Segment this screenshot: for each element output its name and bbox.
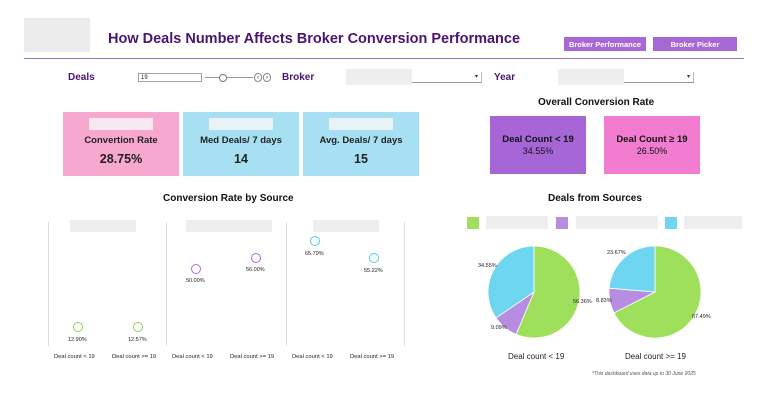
overall-card-lt: Deal Count < 19 34.55%	[490, 116, 586, 174]
logo-placeholder	[24, 18, 90, 52]
overall-title: Overall Conversion Rate	[538, 97, 655, 108]
year-select[interactable]: ▾	[558, 69, 694, 85]
x-tick-label: Deal count >= 19	[350, 354, 395, 360]
pie-slice-label: 8.83%	[596, 298, 612, 304]
x-tick-label: Deal count < 19	[292, 354, 333, 360]
overall-card-ge: Deal Count ≥ 19 26.50%	[604, 116, 700, 174]
kpi-value: 14	[234, 152, 248, 166]
pie-slice	[613, 245, 702, 339]
legend-label-mask	[486, 216, 548, 229]
pie-chart-2-label: Deal count >= 19	[625, 352, 686, 361]
pie-slice	[515, 245, 581, 339]
broker-label: Broker	[282, 72, 315, 83]
page-title: How Deals Number Affects Broker Conversi…	[108, 31, 521, 47]
kpi-mask	[209, 118, 273, 130]
legend-swatch	[467, 217, 479, 229]
data-label: 56.00%	[246, 267, 265, 273]
data-label: 65.79%	[305, 251, 324, 257]
data-label: 12.90%	[68, 337, 87, 343]
panel-header-mask	[313, 220, 379, 232]
kpi-label: Avg. Deals/ 7 days	[319, 135, 403, 146]
header-divider	[24, 58, 744, 59]
deals-slider-track[interactable]	[205, 77, 253, 78]
x-tick-label: Deal count >= 19	[230, 354, 275, 360]
decrement-button[interactable]: ‹	[254, 73, 262, 82]
chevron-down-icon: ▾	[474, 74, 478, 80]
pie-slice-label: 67.49%	[692, 314, 711, 320]
data-label: 55.22%	[364, 268, 383, 274]
legend-swatch	[665, 217, 677, 229]
pies-title: Deals from Sources	[548, 193, 642, 204]
legend-label-mask	[576, 216, 658, 229]
footnote: *This dashboard uses data up to 30 June …	[592, 371, 696, 377]
kpi-value: 15	[354, 152, 368, 166]
kpi-mask	[329, 118, 393, 130]
pie-slice-label: 34.55%	[478, 263, 497, 269]
kpi-card-conversion: Convertion Rate 28.75%	[63, 112, 179, 176]
broker-performance-button[interactable]: Broker Performance	[564, 37, 646, 51]
kpi-label: Med Deals/ 7 days	[200, 135, 282, 146]
panel-header-mask	[70, 220, 136, 232]
pie-chart-1	[487, 245, 581, 339]
handshake-icon	[133, 322, 143, 332]
data-label: 50.00%	[186, 278, 205, 284]
broker-picker-button[interactable]: Broker Picker	[653, 37, 737, 51]
pie-slice	[608, 245, 656, 293]
panel-divider	[166, 222, 167, 346]
person-icon	[191, 264, 201, 274]
data-label: 12.57%	[128, 337, 147, 343]
chevron-down-icon: ▾	[686, 74, 690, 80]
kpi-card-average: Avg. Deals/ 7 days 15	[303, 112, 419, 176]
handshake-icon	[73, 322, 83, 332]
sources-chart-title: Conversion Rate by Source	[163, 193, 294, 204]
deals-input[interactable]: 19	[138, 73, 202, 82]
overall-value: 26.50%	[636, 146, 668, 156]
kpi-card-median: Med Deals/ 7 days 14	[183, 112, 299, 176]
pie-chart-1-label: Deal count < 19	[508, 352, 565, 361]
deals-label: Deals	[68, 72, 95, 83]
legend-swatch	[556, 217, 568, 229]
kpi-value: 28.75%	[99, 152, 143, 166]
x-tick-label: Deal count >= 19	[112, 354, 157, 360]
year-value-mask	[558, 69, 624, 85]
pie-slice-label: 56.36%	[573, 299, 592, 305]
panel-divider	[404, 222, 405, 346]
network-icon	[310, 236, 320, 246]
person-icon	[251, 253, 261, 263]
kpi-label: Convertion Rate	[84, 135, 158, 146]
year-label: Year	[494, 72, 516, 83]
deals-slider-thumb[interactable]	[219, 74, 227, 82]
network-icon	[369, 253, 379, 263]
kpi-mask	[89, 118, 153, 130]
panel-divider	[48, 222, 49, 346]
pie-slice	[487, 245, 535, 319]
broker-value-mask	[346, 69, 412, 85]
overall-label: Deal Count < 19	[502, 134, 574, 145]
panel-divider	[286, 222, 287, 346]
pie-slice-label: 23.67%	[607, 250, 626, 256]
overall-label: Deal Count ≥ 19	[616, 134, 688, 145]
overall-value: 34.55%	[522, 146, 554, 156]
panel-header-mask	[186, 220, 272, 232]
x-tick-label: Deal count < 19	[172, 354, 213, 360]
broker-select[interactable]: ▾	[346, 69, 482, 85]
legend-label-mask	[684, 216, 742, 229]
increment-button[interactable]: ›	[263, 73, 271, 82]
pie-slice-label: 9.09%	[491, 325, 507, 331]
pie-chart-2	[608, 245, 702, 339]
x-tick-label: Deal count < 19	[54, 354, 95, 360]
